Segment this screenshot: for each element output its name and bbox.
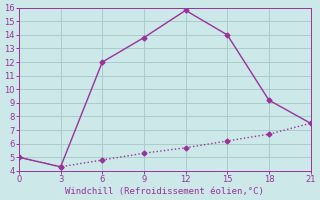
X-axis label: Windchill (Refroidissement éolien,°C): Windchill (Refroidissement éolien,°C) [65,187,264,196]
